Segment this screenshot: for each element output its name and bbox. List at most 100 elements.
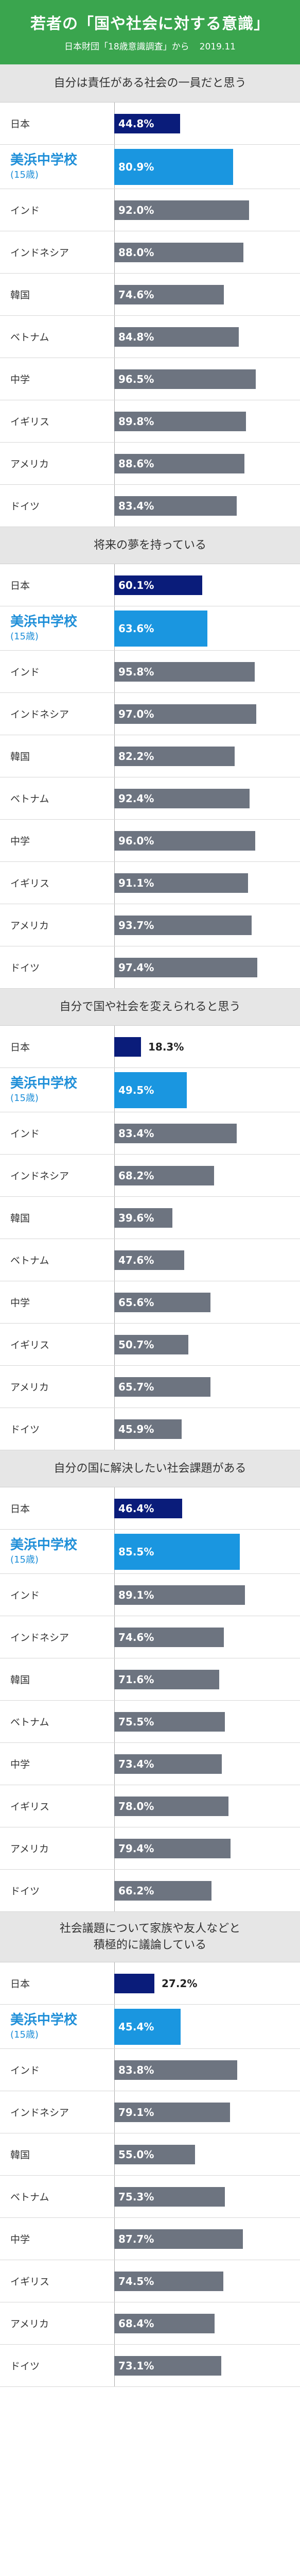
bar (114, 1585, 245, 1605)
category-label: アメリカ (10, 459, 49, 470)
bar (114, 200, 249, 220)
bar (114, 1250, 184, 1270)
bar-row: 中学 65.6% (0, 1281, 300, 1324)
data-label: 74.6% (118, 289, 154, 301)
category-label: ドイツ (10, 501, 40, 512)
bar (114, 369, 256, 389)
bar-row: 日本 60.1% (0, 564, 300, 606)
bar-row: インドネシア 68.2% (0, 1155, 300, 1197)
bar (114, 2145, 195, 2164)
header: 若者の「国や社会に対する意識」 日本財団「18歳意識調査」から 2019.11 (0, 0, 300, 64)
data-label: 93.7% (118, 919, 154, 931)
chart-title: 社会議題について家族や友人などと 積極的に議論している (0, 1912, 300, 1962)
bar-row: ドイツ 66.2% (0, 1870, 300, 1912)
bar (114, 2187, 225, 2207)
bar (114, 831, 255, 851)
bar-row: インド 83.4% (0, 1112, 300, 1155)
bar-row: アメリカ 88.6% (0, 443, 300, 485)
bar-row: 美浜中学校 (15歳) 45.4% (0, 2005, 300, 2049)
category-label: インド (10, 1128, 40, 1140)
bar-row: 韓国 55.0% (0, 2133, 300, 2176)
bar (114, 2060, 237, 2080)
category-label: ドイツ (10, 2361, 40, 2372)
data-label: 97.4% (118, 961, 154, 974)
category-age: (15歳) (10, 169, 39, 180)
infographic: 若者の「国や社会に対する意識」 日本財団「18歳意識調査」から 2019.11 自… (0, 0, 300, 2387)
bar (114, 454, 244, 473)
bar (114, 1037, 141, 1057)
bar-row: イギリス 89.8% (0, 400, 300, 443)
bar (114, 412, 246, 431)
data-label: 71.6% (118, 1673, 154, 1686)
bar-row: 韓国 71.6% (0, 1658, 300, 1701)
category-label: ベトナム (10, 332, 49, 343)
data-label: 75.5% (118, 1716, 154, 1728)
category-label: アメリカ (10, 1843, 49, 1855)
category-age: (15歳) (10, 631, 39, 642)
data-label: 92.4% (118, 792, 154, 805)
category-label: 中学 (10, 1759, 30, 1770)
category-label: インドネシア (10, 709, 69, 720)
category-label: 美浜中学校 (15歳) (10, 2005, 77, 2048)
bar (114, 1208, 172, 1228)
bar (114, 2229, 243, 2249)
bar-row: 日本 46.4% (0, 1487, 300, 1530)
bar (114, 1499, 182, 1518)
chart-1: 自分は責任がある社会の一員だと思う 日本 44.8% 美浜中学校 (15歳) 80.9% イ… (0, 64, 300, 527)
bar-row: 中学 87.7% (0, 2218, 300, 2260)
bar-row: インドネシア 79.1% (0, 2091, 300, 2133)
bar (114, 1377, 210, 1397)
axis-line (114, 103, 115, 527)
bar-row: 韓国 82.2% (0, 735, 300, 777)
bar (114, 1293, 210, 1312)
category-label: インド (10, 667, 40, 678)
category-label: アメリカ (10, 1382, 49, 1393)
data-label: 27.2% (162, 1977, 198, 1990)
data-label: 82.2% (118, 750, 154, 762)
data-label: 73.4% (118, 1758, 154, 1770)
category-label: 韓国 (10, 2149, 30, 2161)
category-name: 美浜中学校 (10, 614, 78, 630)
category-label: イギリス (10, 1801, 50, 1812)
bar (114, 1534, 240, 1570)
data-label: 73.1% (118, 2360, 154, 2372)
category-age: (15歳) (10, 2029, 39, 2040)
data-label: 66.2% (118, 1885, 154, 1897)
bar (114, 1335, 188, 1354)
bar (114, 916, 252, 935)
bar-row: ドイツ 83.4% (0, 485, 300, 527)
bar-row: 美浜中学校 (15歳) 80.9% (0, 145, 300, 189)
category-label: インドネシア (10, 2107, 69, 2119)
data-label: 60.1% (118, 579, 154, 591)
category-label: インド (10, 2065, 40, 2076)
bar (114, 496, 237, 516)
bar-row: ベトナム 92.4% (0, 777, 300, 820)
axis-line (114, 564, 115, 989)
data-label: 88.6% (118, 457, 154, 470)
category-label: ベトナム (10, 2192, 49, 2203)
bar (114, 1881, 211, 1901)
data-label: 97.0% (118, 708, 154, 720)
bar-row: ベトナム 75.5% (0, 1701, 300, 1743)
bar (114, 1974, 154, 1993)
bar-row: ドイツ 73.1% (0, 2345, 300, 2387)
bar-row: 美浜中学校 (15歳) 63.6% (0, 606, 300, 651)
category-label: イギリス (10, 1340, 50, 1351)
data-label: 46.4% (118, 1502, 154, 1515)
data-label: 39.6% (118, 1212, 154, 1224)
chart-3: 自分で国や社会を変えられると思う 日本 18.3% 美浜中学校 (15歳) 49.5% イン… (0, 989, 300, 1450)
bar (114, 662, 255, 682)
bar (114, 2272, 223, 2291)
source-text: 日本財団「18歳意識調査」から (64, 42, 189, 52)
data-label: 80.9% (118, 161, 154, 173)
category-label: 美浜中学校 (15歳) (10, 1530, 77, 1573)
category-label: イギリス (10, 416, 50, 428)
category-label: ベトナム (10, 1717, 49, 1728)
bar-row: イギリス 74.5% (0, 2260, 300, 2302)
bar (114, 1419, 182, 1439)
chart-title: 自分の国に解決したい社会課題がある (0, 1450, 300, 1487)
category-label: ドイツ (10, 962, 40, 974)
data-label: 92.0% (118, 204, 154, 216)
category-label: インド (10, 1590, 40, 1601)
data-label: 87.7% (118, 2233, 154, 2245)
